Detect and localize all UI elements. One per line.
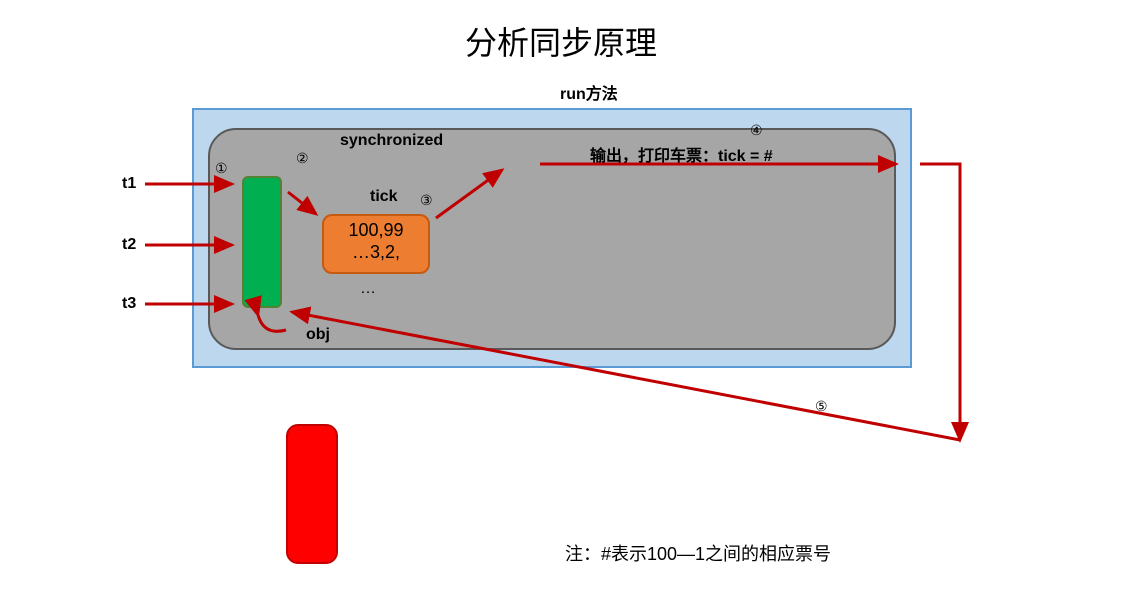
synchronized-block bbox=[208, 128, 896, 350]
thread-t3-label: t3 bbox=[122, 295, 136, 313]
step-2-marker: ② bbox=[296, 150, 309, 167]
step-4-marker: ④ bbox=[750, 122, 763, 139]
step-1-marker: ① bbox=[215, 160, 228, 177]
output-label: 输出，打印车票：tick = # bbox=[590, 142, 773, 166]
diagram-title: 分析同步原理 bbox=[465, 18, 657, 64]
thread-t2-label: t2 bbox=[122, 236, 136, 254]
waiting-rect bbox=[286, 424, 338, 564]
step-5-marker: ⑤ bbox=[815, 398, 828, 415]
tick-value-box: 100,99 …3,2, bbox=[322, 214, 430, 274]
tick-line1: 100,99 bbox=[324, 220, 428, 242]
thread-t1-label: t1 bbox=[122, 175, 136, 193]
tick-ellipsis: … bbox=[360, 280, 376, 298]
tick-label: tick bbox=[370, 188, 398, 206]
synchronized-label: synchronized bbox=[340, 132, 443, 150]
obj-label: obj bbox=[306, 326, 330, 344]
step-3-marker: ③ bbox=[420, 192, 433, 209]
run-method-label: run方法 bbox=[560, 80, 618, 104]
lock-rect bbox=[242, 176, 282, 308]
footnote: 注：#表示100—1之间的相应票号 bbox=[565, 540, 831, 566]
tick-line2: …3,2, bbox=[324, 242, 428, 264]
